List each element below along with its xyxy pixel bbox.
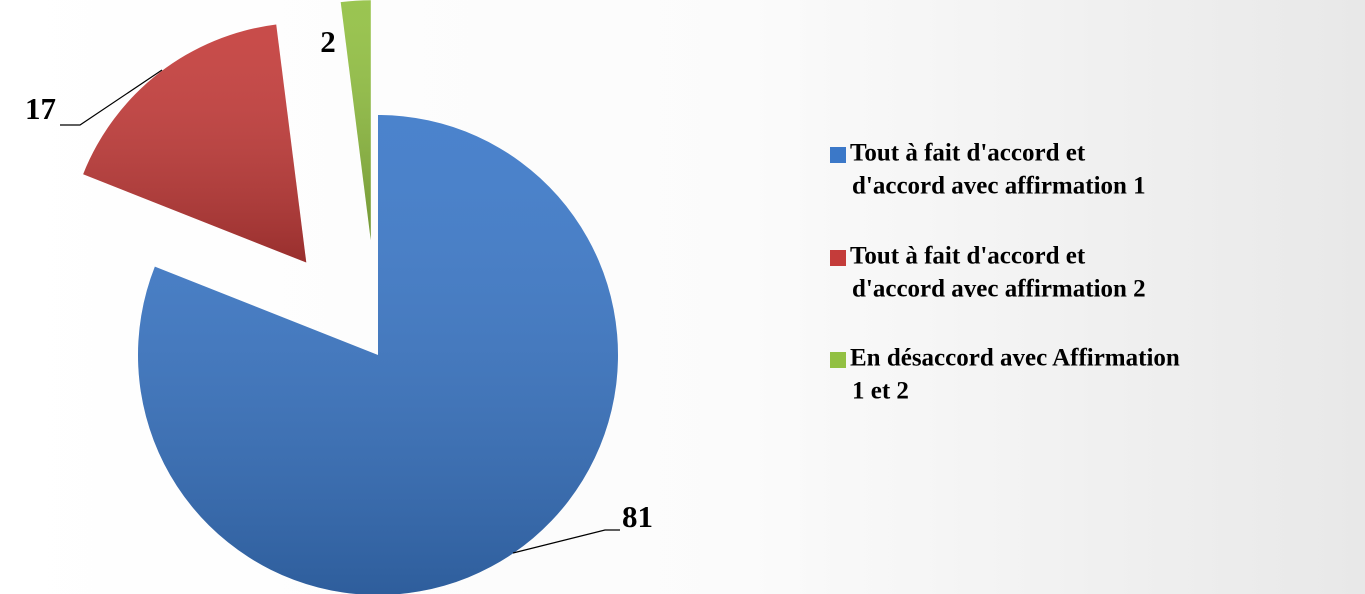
legend-label: 1 et 2 xyxy=(852,378,909,405)
legend-swatch xyxy=(830,147,846,163)
data-label: 2 xyxy=(320,24,336,59)
legend-label: En désaccord avec Affirmation xyxy=(850,345,1180,372)
legend-label: Tout à fait d'accord et xyxy=(850,140,1086,167)
pie-slice xyxy=(83,24,307,263)
pie-slice xyxy=(340,0,371,241)
data-label: 17 xyxy=(25,91,56,126)
legend-label: d'accord avec affirmation 2 xyxy=(852,276,1146,303)
legend-swatch xyxy=(830,250,846,266)
legend-label: d'accord avec affirmation 1 xyxy=(852,173,1146,200)
legend-label: Tout à fait d'accord et xyxy=(850,243,1086,270)
legend-swatch xyxy=(830,352,846,368)
leader-line xyxy=(512,529,620,554)
leader-line xyxy=(60,69,163,126)
data-label: 81 xyxy=(622,499,653,534)
